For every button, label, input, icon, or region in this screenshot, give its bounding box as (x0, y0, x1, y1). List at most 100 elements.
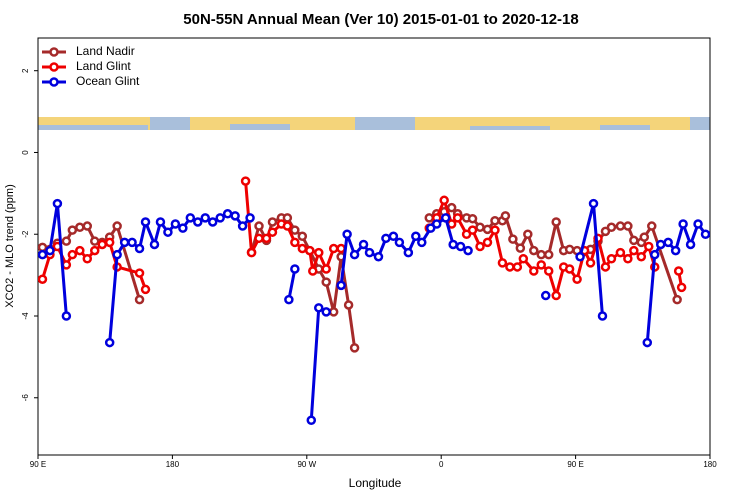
data-point (328, 307, 339, 317)
data-point (254, 221, 264, 231)
data-point (394, 237, 405, 248)
data-point (134, 243, 145, 254)
data-point (163, 227, 173, 237)
data-point (67, 249, 78, 260)
data-point (642, 337, 653, 348)
data-point (155, 217, 166, 227)
data-point (170, 219, 181, 229)
data-point (237, 221, 248, 231)
data-point (600, 262, 611, 272)
data-point (328, 243, 339, 254)
data-point (623, 221, 633, 231)
data-point (38, 249, 48, 260)
data-point (615, 221, 626, 231)
data-point (600, 226, 611, 237)
data-point (676, 282, 687, 293)
x-tick-label: 180 (166, 460, 180, 469)
data-point (336, 243, 346, 254)
data-point (540, 290, 551, 301)
data-point (178, 223, 188, 233)
data-point (61, 236, 72, 246)
data-point (38, 242, 48, 253)
data-point (82, 254, 93, 264)
data-point (306, 415, 317, 425)
data-point (215, 213, 225, 223)
data-point (536, 260, 547, 270)
data-point (693, 219, 703, 229)
data-point (112, 249, 122, 260)
data-point (297, 243, 308, 254)
series-line (42, 206, 679, 349)
data-point (663, 237, 673, 248)
legend-label: Ocean Glint (76, 74, 140, 88)
y-tick-label: -6 (21, 394, 30, 402)
data-point (467, 225, 478, 235)
data-point (313, 247, 324, 258)
x-tick-label: 90 E (567, 460, 583, 469)
data-point (448, 239, 458, 250)
data-point (45, 245, 55, 256)
data-point (463, 245, 473, 256)
data-point (588, 198, 599, 209)
data-point (388, 231, 399, 242)
data-point (321, 307, 331, 317)
data-point (61, 311, 72, 321)
data-point (282, 221, 293, 231)
legend-marker (49, 77, 59, 87)
data-point (700, 229, 710, 239)
data-point (647, 221, 657, 231)
data-point (267, 227, 278, 237)
data-point (200, 213, 211, 223)
data-point (467, 213, 478, 224)
data-point (482, 224, 493, 235)
data-point (670, 245, 681, 256)
data-point (381, 233, 391, 244)
data-point (636, 251, 647, 262)
data-point (38, 274, 48, 284)
y-tick-label: -2 (21, 230, 30, 238)
y-tick-label: 0 (21, 150, 30, 155)
data-point (358, 239, 369, 250)
data-point (551, 217, 561, 227)
data-point (75, 245, 85, 256)
data-point (373, 251, 384, 262)
data-point (417, 237, 427, 248)
data-point (518, 254, 529, 264)
data-point (512, 262, 523, 272)
x-tick-label: 180 (703, 460, 717, 469)
data-point (403, 247, 414, 258)
y-tick-label: -4 (21, 312, 30, 320)
data-point (572, 274, 582, 284)
data-point (543, 249, 554, 260)
data-point (606, 254, 617, 264)
data-point (529, 245, 539, 256)
data-point (673, 266, 684, 276)
data-point (508, 234, 518, 244)
data-point (475, 241, 485, 252)
data-point (490, 225, 500, 235)
data-point (261, 233, 272, 244)
data-point (364, 247, 375, 258)
data-point (606, 222, 617, 233)
data-point (644, 241, 654, 252)
data-point (655, 239, 666, 250)
data-point (321, 264, 331, 274)
data-point (185, 213, 196, 223)
data-point (246, 247, 257, 258)
data-point (149, 239, 160, 250)
data-point (290, 237, 300, 248)
data-point (585, 258, 596, 268)
data-point (629, 235, 639, 246)
data-point (134, 268, 145, 278)
y-axis-label: XCO2 - MLO trend (ppm) (4, 184, 16, 307)
data-point (615, 247, 626, 258)
data-point (505, 262, 515, 272)
data-point (629, 245, 639, 256)
data-point (343, 300, 354, 310)
legend-marker (49, 62, 59, 72)
data-point (500, 211, 511, 221)
data-point (536, 249, 547, 260)
data-point (267, 217, 278, 227)
data-point (349, 343, 360, 353)
